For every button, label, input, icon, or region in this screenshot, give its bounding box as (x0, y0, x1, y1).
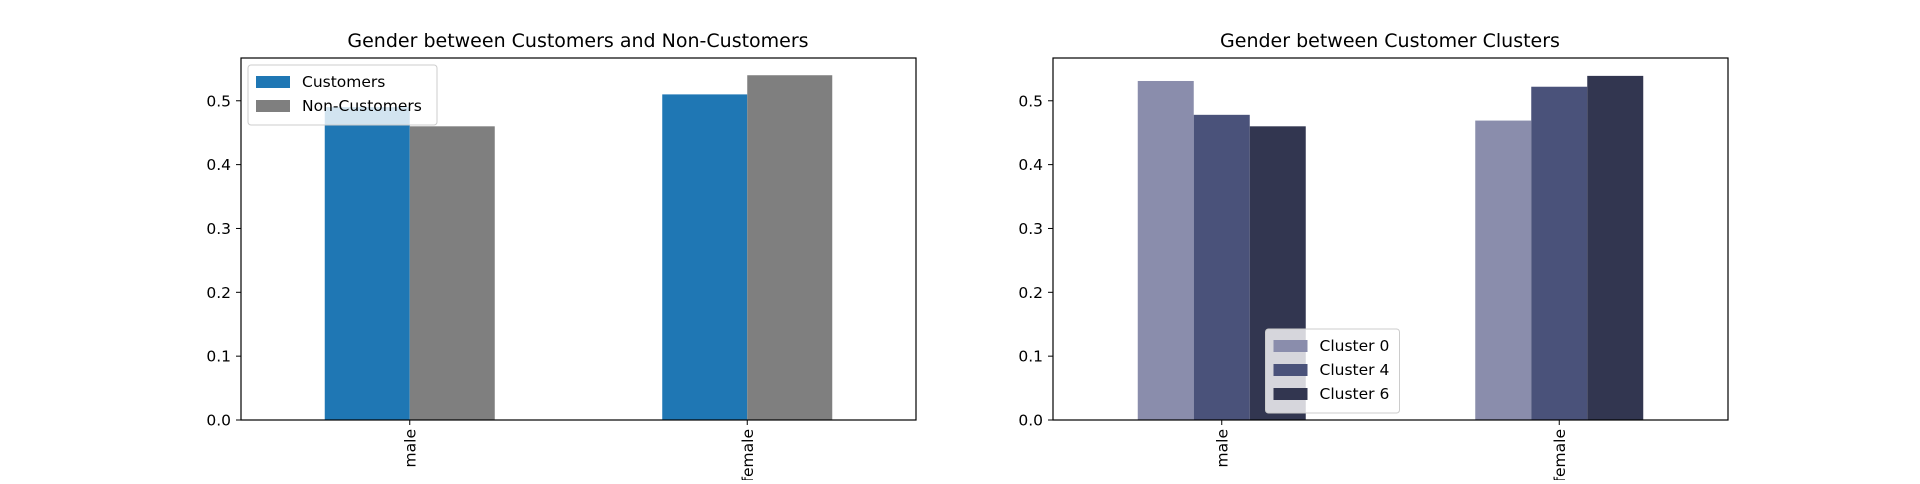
bar-cluster-0-female (1475, 120, 1532, 420)
bar-cluster-4-male (1193, 114, 1250, 420)
chart-title: Gender between Customers and Non-Custome… (347, 30, 808, 52)
legend: Customers Non-Customers (247, 64, 438, 126)
legend-label: Customers (302, 73, 385, 91)
legend-box (247, 64, 438, 126)
legend-swatch (256, 100, 290, 112)
bar-cluster-4-female (1531, 86, 1588, 420)
bar-customers-male (324, 107, 410, 420)
bar-cluster-6-female (1587, 75, 1644, 421)
y-tick-label: 0.0 (1018, 412, 1043, 430)
chart-customers-vs-noncustomers: Gender between Customers and Non-Custome… (206, 30, 917, 482)
legend: Cluster 0 Cluster 4 Cluster 6 (1265, 328, 1400, 414)
y-tick-label: 0.4 (1018, 156, 1043, 174)
chart-title: Gender between Customer Clusters (1220, 30, 1560, 52)
legend-label: Cluster 4 (1320, 361, 1390, 379)
y-tick-label: 0.0 (206, 412, 231, 430)
y-tick-label: 0.2 (1018, 284, 1043, 302)
bar-non-customers-male (409, 126, 495, 420)
bar-cluster-0-male (1137, 80, 1194, 420)
bars-group (324, 75, 833, 420)
x-tick-label: female (739, 429, 757, 480)
y-tick-label: 0.5 (1018, 92, 1043, 110)
x-tick-label: male (1213, 429, 1231, 467)
plot-frame (240, 57, 917, 421)
legend-label: Cluster 6 (1320, 385, 1390, 403)
chart-customer-clusters: Gender between Customer Clusters 0.00.10… (1018, 30, 1729, 482)
plot-frame (1052, 57, 1729, 421)
y-tick-label: 0.5 (206, 92, 231, 110)
x-axis: male female (401, 420, 757, 482)
y-tick-label: 0.4 (206, 156, 231, 174)
legend-label: Non-Customers (302, 97, 422, 115)
bar-customers-female (662, 94, 748, 420)
y-tick-label: 0.3 (206, 220, 231, 238)
legend-swatch (1273, 364, 1308, 376)
y-tick-label: 0.3 (1018, 220, 1043, 238)
y-tick-label: 0.1 (1018, 348, 1043, 366)
legend-swatch (1273, 388, 1308, 400)
bar-non-customers-female (747, 75, 833, 420)
legend-swatch (1273, 340, 1308, 352)
x-tick-label: male (401, 429, 419, 467)
y-axis: 0.0 0.1 0.2 0.3 0.4 0.5 (206, 92, 241, 430)
bars-group (1137, 75, 1644, 421)
y-tick-label: 0.1 (206, 348, 231, 366)
x-tick-label: female (1551, 429, 1569, 480)
y-axis: 0.0 0.1 0.2 0.3 0.4 0.5 (1018, 92, 1053, 430)
legend-label: Cluster 0 (1320, 337, 1390, 355)
y-tick-label: 0.2 (206, 284, 231, 302)
legend-swatch (256, 76, 290, 88)
x-axis: male female (1213, 420, 1569, 482)
